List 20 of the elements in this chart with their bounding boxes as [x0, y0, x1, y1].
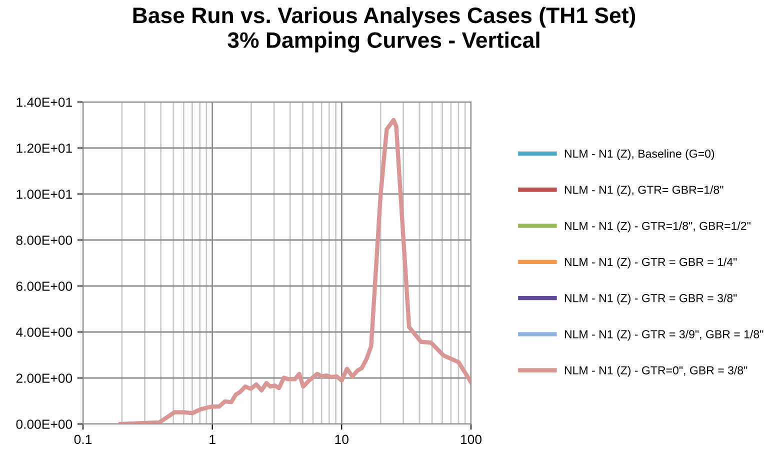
y-tick-label: 1.40E+01	[16, 98, 72, 107]
legend-label: NLM - N1 (Z) - GTR = GBR = 3/8"	[564, 294, 737, 304]
legend-label: NLM - N1 (Z) - GTR = GBR = 1/4"	[564, 258, 737, 268]
legend-label: NLM - N1 (Z), Baseline (G=0)	[564, 149, 714, 160]
y-tick-label: 1.00E+01	[16, 190, 72, 199]
y-tick-label: 6.00E+00	[16, 282, 72, 291]
y-tick-label: 0.00E+00	[16, 420, 72, 429]
y-tick-label: 8.00E+00	[16, 236, 72, 245]
chart-title: Base Run vs. Various Analyses Cases (TH1 Set) 3% Damping Curves - Vertical	[133, 6, 636, 52]
x-tick-label: 1	[210, 434, 216, 444]
y-tick-label: 2.00E+00	[16, 374, 72, 383]
y-tick-label: 1.20E+01	[16, 144, 72, 153]
legend-label: NLM - N1 (Z), GTR= GBR=1/8"	[564, 185, 724, 196]
y-tick-label: 4.00E+00	[16, 328, 72, 337]
legend-label: NLM - N1 (Z) - GTR = 3/9", GBR = 1/8"	[564, 330, 764, 341]
x-tick-label: 0.1	[74, 434, 92, 444]
legend-label: NLM - N1 (Z) - GTR=0", GBR = 3/8"	[564, 366, 748, 377]
legend-label: NLM - N1 (Z) - GTR=1/8", GBR=1/2"	[564, 222, 750, 232]
x-tick-label: 100	[461, 434, 482, 444]
x-tick-label: 10	[335, 434, 348, 444]
